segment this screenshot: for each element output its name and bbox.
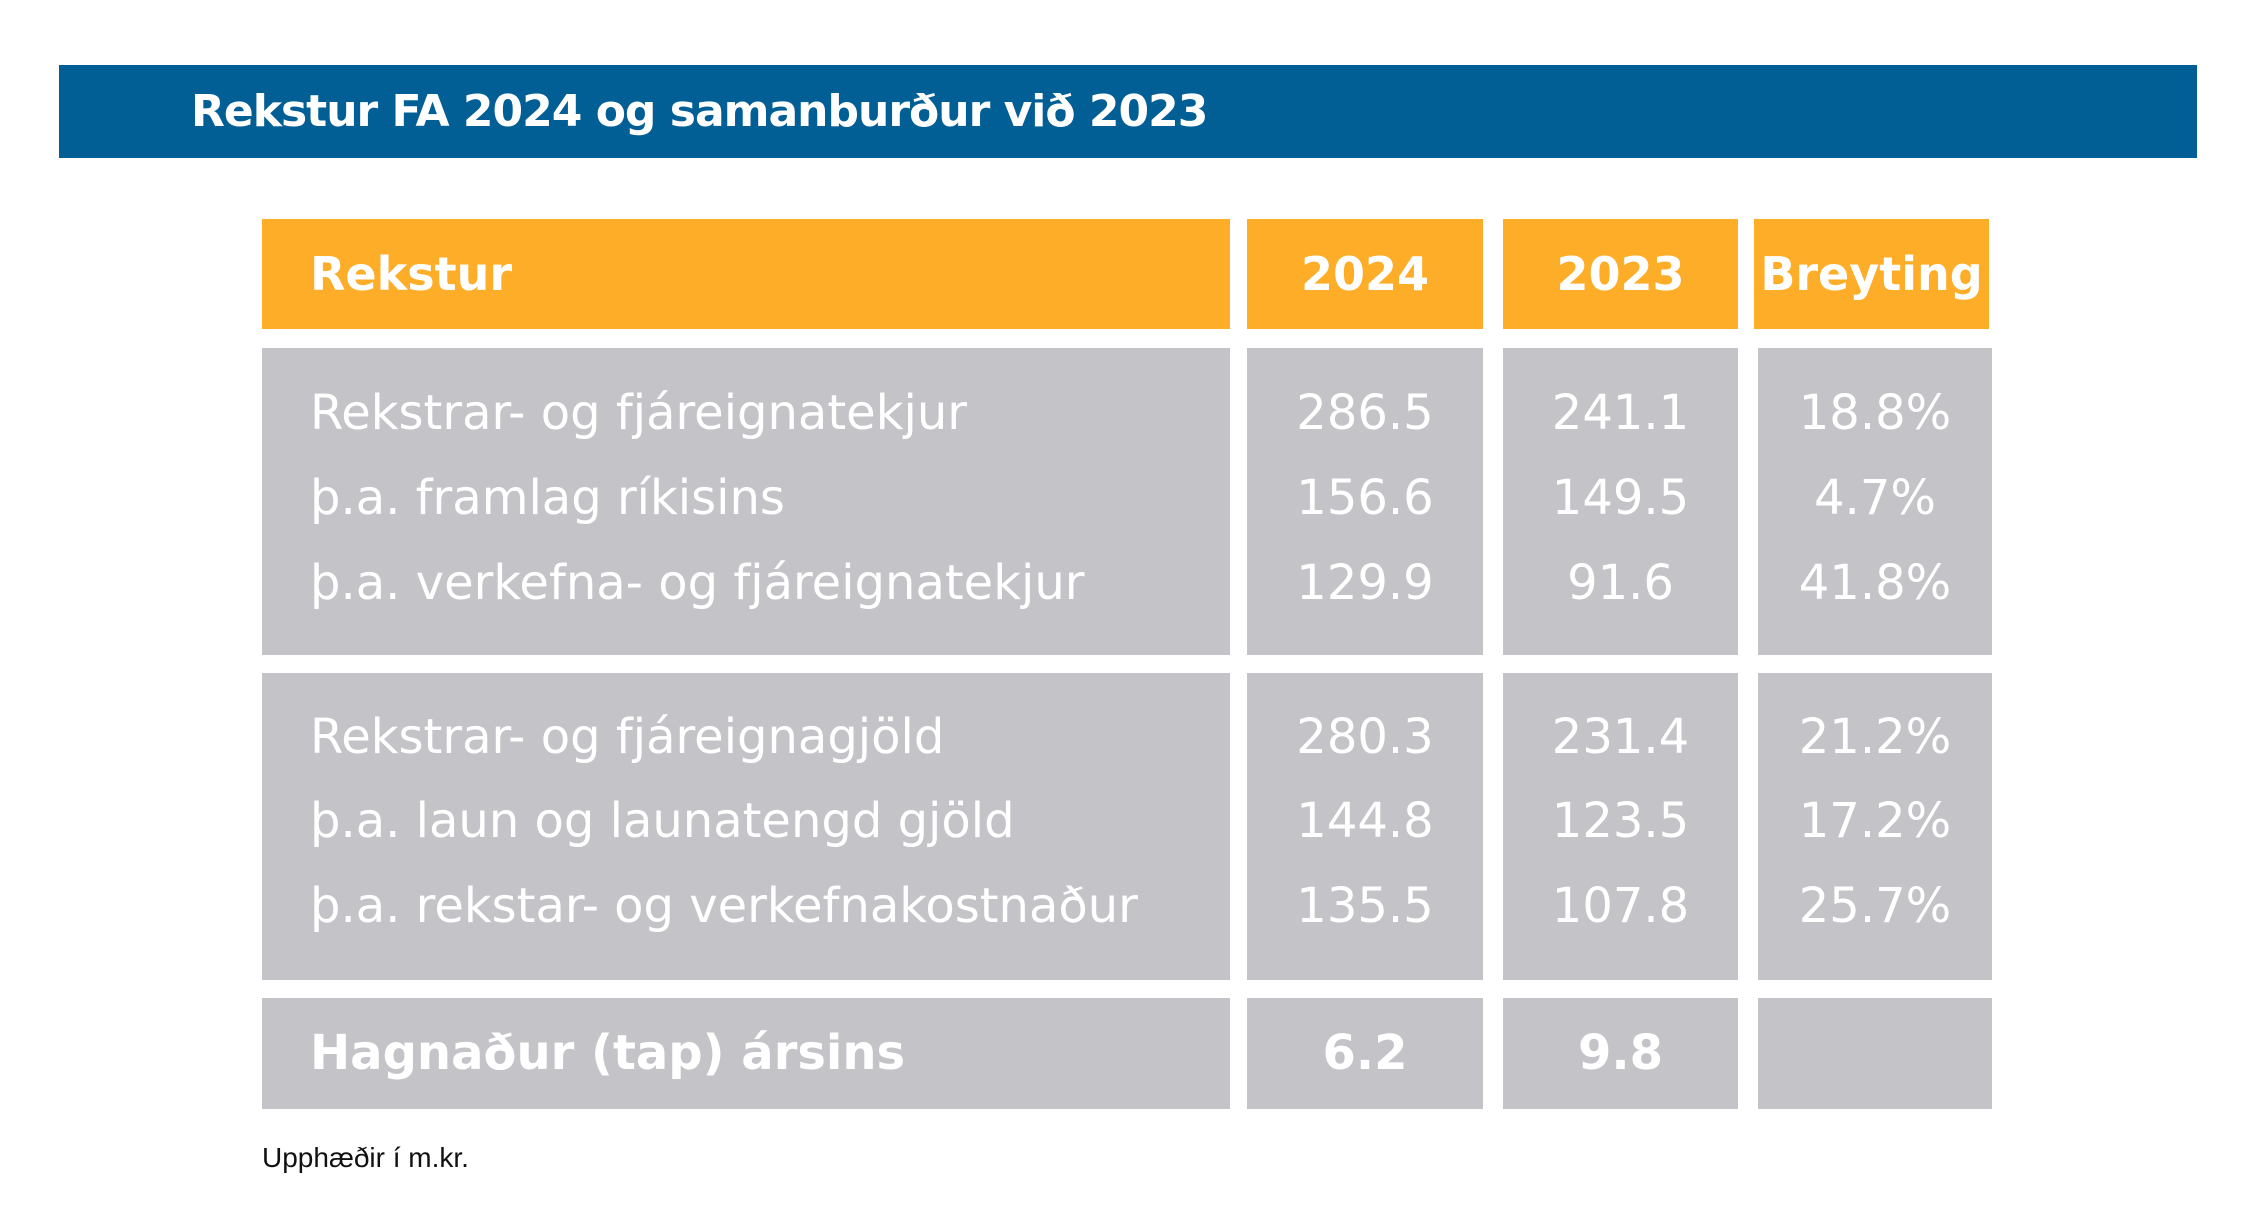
total-change-cell bbox=[1758, 998, 1992, 1109]
total-change bbox=[1758, 1011, 1992, 1095]
page-title: Rekstur FA 2024 og samanburður við 2023 bbox=[191, 86, 1208, 137]
expense-2024: 280.3 144.8 135.5 bbox=[1247, 673, 1483, 980]
total-label-cell: Hagnaður (tap) ársins bbox=[262, 998, 1230, 1109]
footnote: Upphæðir í m.kr. bbox=[262, 1142, 469, 1173]
cell-value: 107.8 bbox=[1551, 878, 1690, 934]
cell-value: 280.3 bbox=[1296, 709, 1434, 765]
total-2023-cell: 9.8 bbox=[1503, 998, 1738, 1109]
header-breyting: Breyting bbox=[1754, 219, 1989, 329]
row-label: Rekstrar- og fjáreignatekjur bbox=[310, 385, 967, 441]
total-2023: 9.8 bbox=[1577, 1025, 1664, 1081]
cell-value: 129.9 bbox=[1296, 555, 1434, 611]
expense-labels: Rekstrar- og fjáreignagjöld þ.a. laun og… bbox=[262, 673, 1230, 980]
cell-value: 135.5 bbox=[1296, 878, 1434, 934]
expense-2023: 231.4 123.5 107.8 bbox=[1503, 673, 1738, 980]
income-2024: 286.5 156.6 129.9 bbox=[1247, 348, 1483, 655]
cell-value: 123.5 bbox=[1551, 793, 1690, 849]
cell-value: 17.2% bbox=[1798, 793, 1952, 849]
cell-value: 21.2% bbox=[1798, 709, 1952, 765]
cell-value: 25.7% bbox=[1798, 878, 1952, 934]
cell-value: 241.1 bbox=[1551, 385, 1690, 441]
title-band: Rekstur FA 2024 og samanburður við 2023 bbox=[59, 65, 2197, 158]
row-label: þ.a. laun og launatengd gjöld bbox=[310, 793, 1015, 849]
header-rekstur: Rekstur bbox=[262, 219, 1230, 329]
cell-value: 149.5 bbox=[1551, 470, 1690, 526]
total-2024-cell: 6.2 bbox=[1247, 998, 1483, 1109]
row-label: Rekstrar- og fjáreignagjöld bbox=[310, 709, 945, 765]
header-2024: 2024 bbox=[1247, 219, 1483, 329]
income-change: 18.8% 4.7% 41.8% bbox=[1758, 348, 1992, 655]
cell-value: 4.7% bbox=[1814, 470, 1936, 526]
cell-value: 286.5 bbox=[1296, 385, 1434, 441]
expense-change: 21.2% 17.2% 25.7% bbox=[1758, 673, 1992, 980]
header-2023: 2023 bbox=[1503, 219, 1738, 329]
cell-value: 91.6 bbox=[1567, 555, 1674, 611]
cell-value: 41.8% bbox=[1798, 555, 1952, 611]
row-label: þ.a. framlag ríkisins bbox=[310, 470, 785, 526]
cell-value: 156.6 bbox=[1296, 470, 1434, 526]
cell-value: 144.8 bbox=[1296, 793, 1434, 849]
cell-value: 231.4 bbox=[1551, 709, 1690, 765]
total-label: Hagnaður (tap) ársins bbox=[310, 1025, 906, 1081]
row-label: þ.a. verkefna- og fjáreignatekjur bbox=[310, 555, 1085, 611]
income-labels: Rekstrar- og fjáreignatekjur þ.a. framla… bbox=[262, 348, 1230, 655]
total-2024: 6.2 bbox=[1322, 1025, 1408, 1081]
income-2023: 241.1 149.5 91.6 bbox=[1503, 348, 1738, 655]
row-label: þ.a. rekstar- og verkefnakostnaður bbox=[310, 878, 1138, 934]
cell-value: 18.8% bbox=[1798, 385, 1952, 441]
